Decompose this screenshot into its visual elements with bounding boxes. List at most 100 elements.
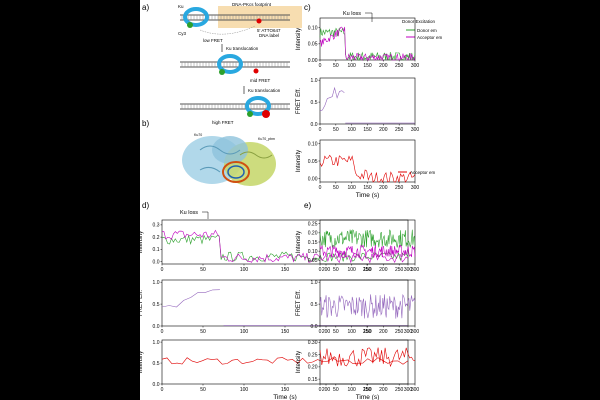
ku-ring-mid: [217, 54, 243, 74]
low-fret-label: low FRET: [203, 38, 223, 43]
x-tick-label: 0: [319, 267, 322, 273]
x-tick-label: 250: [363, 329, 372, 335]
legend-acceptor-red: Acceptor em: [410, 170, 436, 175]
schematic-low-fret: DNA-PKcs footprint Ku Cy3 5' ATTO647 DNA…: [178, 2, 302, 43]
legend-c1: Donor Excitation Donor em Acceptor em: [402, 19, 443, 40]
y-tick-label: 0.0: [153, 259, 160, 265]
x-tick-label: 50: [333, 387, 339, 393]
x-tick-label: 150: [281, 329, 290, 335]
series-line-0: [319, 229, 416, 249]
ku70-label: Ku70: [194, 133, 202, 137]
y-axis-label: FRET Eff.: [296, 88, 302, 114]
ku-label: Ku: [178, 4, 184, 9]
x-tick-label: 50: [333, 185, 339, 191]
x-tick-label: 0: [319, 185, 322, 191]
x-tick-label: 300: [404, 329, 413, 335]
legend-donor: Donor em: [417, 28, 437, 33]
x-tick-label: 200: [379, 267, 388, 273]
x-tick-label: 100: [347, 329, 356, 335]
cy3-dot: [187, 22, 193, 28]
x-tick-label: 250: [395, 387, 404, 393]
y-tick-label: 0.0: [153, 324, 160, 330]
x-tick-label: 200: [379, 329, 388, 335]
x-tick-label: 0: [319, 63, 322, 69]
x-tick-label: 0: [161, 267, 164, 273]
series-line-0: [161, 357, 409, 365]
x-tick-label: 200: [379, 63, 388, 69]
plot-e3: 0 50 100 150 200 250 3000.150.200.250.30Intens…: [296, 339, 419, 400]
schematic-high-fret: high FRET: [180, 96, 290, 125]
plot-frame: [319, 77, 416, 125]
x-tick-label: 300: [411, 63, 420, 69]
figure-page: a) b) c) d) e) DNA-PKcs footprint Ku Cy3…: [140, 0, 460, 400]
x-tick-label: 100: [240, 387, 249, 393]
y-tick-label: 0.0: [311, 122, 318, 128]
y-tick-label: 0.10: [308, 141, 318, 147]
panel-label-c: c): [304, 3, 311, 12]
x-tick-label: 50: [333, 63, 339, 69]
x-tick-label: 50: [200, 329, 206, 335]
x-tick-label: 150: [363, 127, 372, 133]
x-tick-label: 250: [395, 329, 404, 335]
x-tick-label: 200: [379, 185, 388, 191]
atto-label-1: 5' ATTO647: [257, 28, 281, 33]
x-tick-label: 50: [333, 127, 339, 133]
x-tick-label: 50: [200, 387, 206, 393]
series-line-0: [319, 294, 416, 319]
plot-frame: [319, 339, 416, 385]
y-axis-label: Intensity: [296, 28, 302, 50]
plot-c3: 0 50 100 150 200 250 300 0.00 0.05 0.10 Intensity T…: [296, 139, 420, 199]
x-tick-label: 150: [363, 63, 372, 69]
x-tick-label: 150: [363, 329, 372, 335]
y-tick-label: 0.5: [153, 361, 160, 367]
y-tick-label: 0.05: [308, 258, 318, 264]
y-tick-label: 0.15: [308, 377, 318, 383]
x-tick-label: 200: [379, 387, 388, 393]
y-tick-label: 1.0: [153, 280, 160, 286]
y-tick-label: 0.00: [308, 176, 318, 182]
x-tick-label: 250: [395, 63, 404, 69]
x-tick-label: 300: [404, 387, 413, 393]
x-tick-label: 50: [333, 329, 339, 335]
schematic-mid-fret: mid FRET: [180, 54, 290, 83]
y-tick-label: 0.05: [308, 42, 318, 48]
ku80-label: Ku70_pbm: [258, 137, 275, 141]
panel-label-d: d): [142, 201, 149, 210]
y-tick-label: 0.2: [153, 235, 160, 241]
series-line-0: [161, 289, 220, 308]
x-tick-label: 250: [395, 127, 404, 133]
x-tick-label: 100: [347, 127, 356, 133]
series-line-1: [319, 244, 416, 259]
x-tick-label: 150: [281, 267, 290, 273]
x-tick-label: 100: [347, 185, 356, 191]
x-tick-label: 200: [322, 267, 331, 273]
y-tick-label: 1.0: [153, 340, 160, 346]
translocation-1-label: Ku translocation: [226, 46, 259, 51]
panel-label-b: b): [142, 119, 149, 128]
atto-label-2: DNA label: [259, 33, 279, 38]
x-tick-label: 300: [411, 185, 420, 191]
y-tick-label: 1.0: [311, 280, 318, 286]
x-tick-label: 100: [240, 329, 249, 335]
x-tick-label: 100: [347, 267, 356, 273]
y-tick-label: 1.0: [311, 78, 318, 84]
panel-label-e: e): [304, 201, 311, 210]
plot-d3: 0 50 100 150 200 250 3000.00.51.0IntensityTime…: [140, 339, 413, 400]
x-tick-label: 250: [363, 387, 372, 393]
y-tick-label: 0.0: [311, 324, 318, 330]
y-tick-label: 0.10: [308, 25, 318, 31]
series-line-0: [319, 154, 416, 183]
y-tick-label: 0.25: [308, 221, 318, 227]
x-axis-label: Time (s): [356, 394, 380, 400]
legend-acceptor: Acceptor em: [417, 35, 443, 40]
cy3-label: Cy3: [178, 31, 186, 36]
x-tick-label: 250: [395, 267, 404, 273]
x-axis-label: Time (s): [273, 394, 297, 400]
x-tick-label: 200: [322, 387, 331, 393]
x-tick-label: 0: [319, 387, 322, 393]
series-line-1: [161, 229, 409, 264]
plot-c1: 0 50 100 150 200 250 300 0.00 0.05 0.10 Intensity: [296, 17, 420, 69]
x-tick-label: 150: [281, 387, 290, 393]
legend-title: Donor Excitation: [402, 19, 436, 24]
